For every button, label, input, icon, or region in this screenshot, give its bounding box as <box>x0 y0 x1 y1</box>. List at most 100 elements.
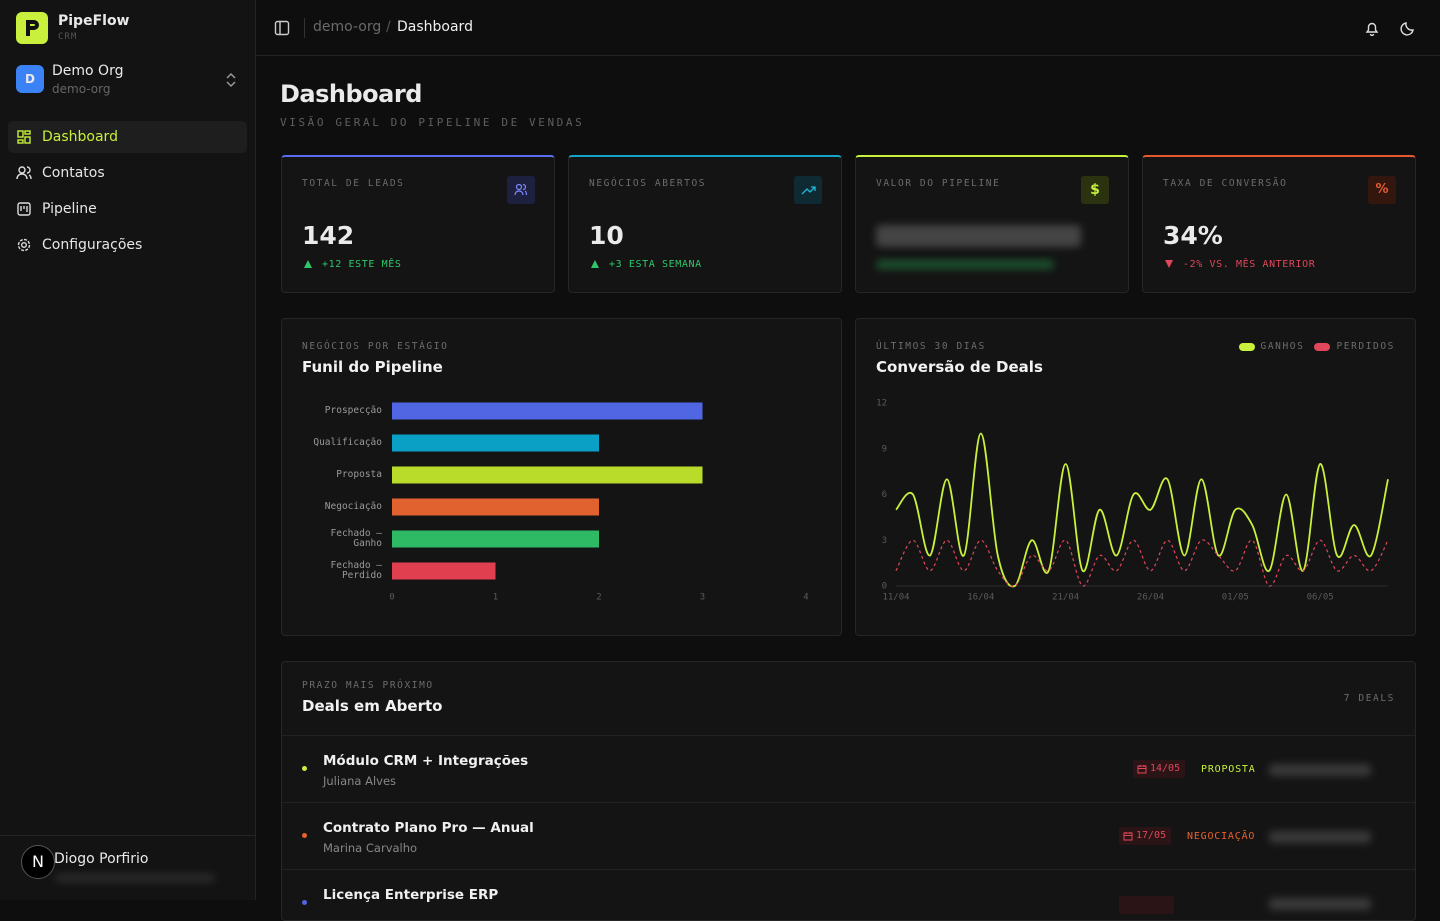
y-tick-label: 0 <box>882 582 887 592</box>
line-series <box>895 432 1389 588</box>
legend-item: PERDIDOS <box>1314 341 1395 352</box>
breadcrumb-item[interactable]: demo-org <box>313 19 382 35</box>
calendar-icon <box>1137 765 1147 774</box>
y-tick-label: Prospecção <box>324 405 382 416</box>
user-email-blurred <box>55 874 215 882</box>
breadcrumb-current: Dashboard <box>397 19 473 35</box>
x-tick-label: 21/04 <box>1052 593 1079 603</box>
chart: 0 1 2 3 4 <box>389 402 809 603</box>
x-tick-label: 1 <box>493 593 498 603</box>
nav-icon <box>17 238 31 252</box>
brand-name: PipeFlow <box>58 13 130 29</box>
y-tick-label: 9 <box>882 444 887 454</box>
legend-label: GANHOS <box>1260 341 1305 352</box>
kpi-card: NEGÓCIOS ABERTOS 10 +3 ESTA SEMANA <box>568 155 842 293</box>
chart: 0 3 6 9 12 11/04 16/04 21/04 26/04 01/05 06/05 <box>876 399 1389 603</box>
y-tick-label: Qualificação <box>313 437 382 448</box>
kpi-delta: +3 ESTA SEMANA <box>609 259 702 270</box>
due-date-badge: 14/05 <box>1133 760 1186 778</box>
y-tick-label: 3 <box>882 536 887 546</box>
theme-toggle[interactable] <box>1400 20 1416 36</box>
chart-subtitle: ÚLTIMOS 30 DIAS <box>876 341 986 352</box>
user-name: Diogo Porfirio <box>54 851 149 867</box>
kpi-icon: % <box>1368 176 1396 204</box>
legend-swatch <box>1238 342 1255 351</box>
divider <box>304 18 305 38</box>
x-tick-label: 4 <box>803 593 808 603</box>
stage-dot <box>302 766 307 771</box>
chart-card: NEGÓCIOS POR ESTÁGIO Funil do Pipeline 0… <box>281 318 842 636</box>
deal-row[interactable]: Contrato Plano Pro — Anual Marina Carval… <box>282 802 1415 869</box>
x-tick-label: 11/04 <box>882 593 909 603</box>
nav-item[interactable]: Contatos <box>8 157 247 189</box>
stage-dot <box>302 833 307 838</box>
x-tick-label: 0 <box>389 593 394 603</box>
y-tick-label: 6 <box>882 490 887 500</box>
nav-item[interactable]: Dashboard <box>8 121 247 153</box>
topbar: demo-org / Dashboard <box>256 0 1440 56</box>
kpi-icon <box>507 176 535 204</box>
logo-icon <box>26 20 39 36</box>
logo <box>16 12 48 44</box>
deal-title: Contrato Plano Pro — Anual <box>323 820 534 836</box>
notifications-button[interactable] <box>1364 20 1380 36</box>
due-date-badge <box>1119 896 1174 914</box>
dev-avatar[interactable]: N <box>21 845 55 879</box>
kpi-card: TOTAL DE LEADS 142 +12 ESTE MÊS <box>281 155 555 293</box>
kpi-delta: -2% VS. MÊS ANTERIOR <box>1183 259 1316 270</box>
kpi-value: 142 <box>302 221 355 250</box>
deal-value-blurred <box>1269 764 1371 776</box>
deal-row[interactable]: Licença Enterprise ERP <box>282 869 1415 920</box>
deal-title: Licença Enterprise ERP <box>323 887 499 903</box>
kpi-label: TOTAL DE LEADS <box>302 178 405 189</box>
kpi-label: VALOR DO PIPELINE <box>876 178 1001 189</box>
deal-title: Módulo CRM + Integrações <box>323 753 529 769</box>
x-tick-label: 26/04 <box>1137 593 1164 603</box>
y-tick-label: 12 <box>876 399 887 409</box>
nav-label: Dashboard <box>42 129 118 145</box>
legend-swatch <box>1314 342 1331 351</box>
kpi-label: NEGÓCIOS ABERTOS <box>589 178 707 189</box>
legend: GANHOS PERDIDOS <box>1238 341 1395 352</box>
sidebar: PipeFlow CRM D Demo Org demo-org Dashboa… <box>0 0 256 900</box>
kpi-icon <box>794 176 822 204</box>
page-title: Dashboard <box>280 80 422 108</box>
y-tick-label: Fechado — Perdido <box>330 560 382 581</box>
kpi-icon: $ <box>1081 176 1109 204</box>
bar <box>392 530 599 548</box>
y-tick-label: Fechado — Ganho <box>330 528 382 549</box>
nav-icon <box>16 166 32 180</box>
org-name: Demo Org <box>52 63 124 79</box>
y-tick-label: Negociação <box>324 501 382 512</box>
legend-item: GANHOS <box>1238 341 1305 352</box>
deals-count: 7 DEALS <box>1343 693 1395 704</box>
org-avatar: D <box>16 65 44 93</box>
nav-item[interactable]: Configurações <box>8 229 247 261</box>
trend-up <box>591 260 599 268</box>
x-tick-label: 16/04 <box>967 593 994 603</box>
legend-label: PERDIDOS <box>1336 341 1395 352</box>
deal-row[interactable]: Módulo CRM + Integrações Juliana Alves 1… <box>282 735 1415 802</box>
sidebar-toggle[interactable] <box>274 20 290 36</box>
deals-subtitle: PRAZO MAIS PRÓXIMO <box>302 680 434 691</box>
x-tick-label: 01/05 <box>1222 593 1249 603</box>
kpi-delta: +12 ESTE MÊS <box>322 259 402 270</box>
kpi-value: 10 <box>589 221 624 250</box>
trend-down <box>1165 260 1173 268</box>
deal-contact: Marina Carvalho <box>323 841 418 855</box>
kpi-value-blurred <box>876 225 1081 247</box>
deals-title: Deals em Aberto <box>302 697 443 715</box>
due-date: 17/05 <box>1136 830 1167 841</box>
kpi-card: VALOR DO PIPELINE $ <box>855 155 1129 293</box>
nav-label: Contatos <box>42 165 105 181</box>
nav-item[interactable]: Pipeline <box>8 193 247 225</box>
y-tick-label: Proposta <box>336 469 382 480</box>
trend-up <box>304 260 312 268</box>
calendar-icon <box>1123 832 1133 841</box>
chevron-icon <box>226 72 236 88</box>
x-tick-label: 06/05 <box>1307 593 1334 603</box>
org-switcher[interactable]: D Demo Org demo-org <box>8 60 248 100</box>
nav-label: Configurações <box>42 237 143 253</box>
